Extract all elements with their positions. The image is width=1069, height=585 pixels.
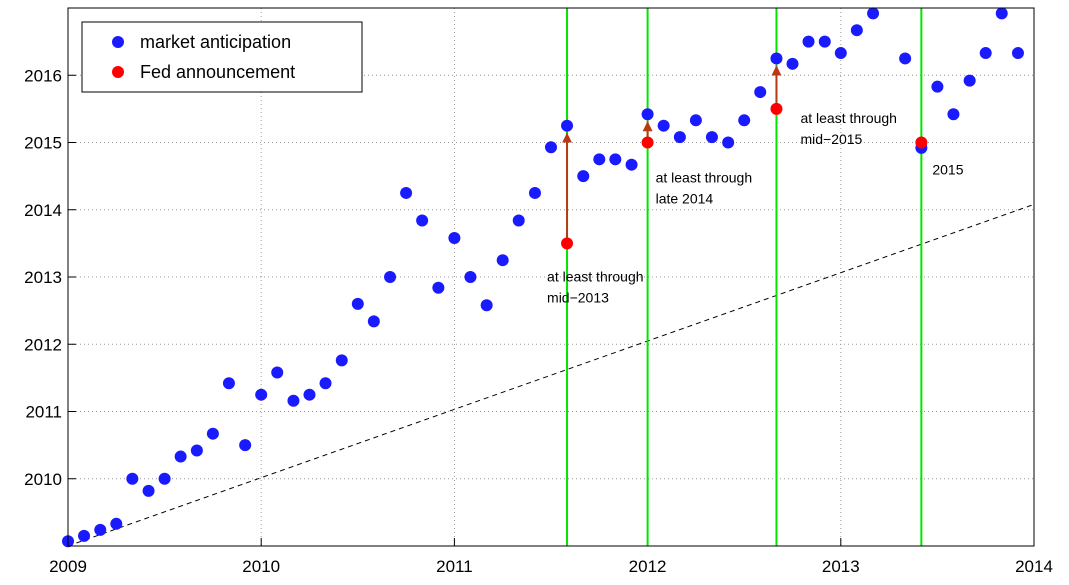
annotation: mid−2013	[547, 289, 609, 305]
market-point	[802, 35, 815, 48]
market-point	[367, 315, 380, 328]
annotation: at least through	[800, 110, 897, 126]
legend-marker	[112, 36, 124, 48]
market-point	[158, 472, 171, 485]
market-point	[689, 114, 702, 127]
fed-point	[561, 237, 574, 250]
x-tick-label: 2014	[1015, 557, 1053, 576]
fed-point	[915, 136, 928, 149]
market-point	[754, 86, 767, 99]
x-tick-label: 2011	[436, 557, 473, 576]
market-point	[722, 136, 735, 149]
market-point	[335, 354, 348, 367]
x-tick-label: 2010	[242, 557, 280, 576]
market-point	[496, 254, 509, 267]
market-point	[641, 108, 654, 121]
reference-line	[67, 203, 1035, 547]
market-point	[432, 281, 445, 294]
y-tick-label: 2013	[24, 268, 62, 287]
fed-point	[770, 102, 783, 115]
market-point	[931, 80, 944, 93]
market-point	[867, 7, 880, 20]
legend-label: Fed announcement	[140, 62, 295, 82]
market-point	[850, 24, 863, 37]
market-point	[995, 7, 1008, 20]
market-point	[110, 517, 123, 530]
market-point	[818, 35, 831, 48]
market-point	[94, 523, 107, 536]
market-point	[545, 141, 557, 154]
y-tick-label: 2010	[24, 470, 62, 489]
fed-point	[641, 136, 654, 149]
market-point	[464, 271, 477, 283]
annotation: at least through	[547, 268, 644, 284]
market-point	[142, 484, 155, 497]
market-point	[303, 388, 316, 401]
market-point	[963, 74, 976, 87]
market-point	[577, 170, 590, 183]
market-point	[190, 444, 203, 457]
market-point	[78, 529, 91, 542]
x-tick-label: 2009	[49, 557, 87, 576]
market-point	[625, 158, 638, 171]
market-point	[416, 214, 429, 227]
market-point	[126, 472, 139, 485]
market-point	[255, 388, 268, 401]
annotation: 2015	[932, 162, 963, 178]
y-tick-label: 2011	[25, 403, 62, 422]
market-point	[834, 47, 847, 60]
market-point	[239, 439, 252, 452]
market-point	[480, 299, 493, 312]
market-point	[657, 119, 670, 132]
market-point	[384, 271, 397, 283]
market-point	[738, 114, 751, 127]
market-point	[528, 186, 541, 199]
market-point	[1011, 47, 1024, 60]
x-tick-label: 2013	[822, 557, 860, 576]
annotation: late 2014	[656, 191, 714, 207]
market-point	[786, 57, 799, 70]
market-point	[319, 377, 332, 390]
market-point	[770, 52, 783, 65]
market-point	[351, 297, 364, 310]
market-point	[673, 131, 686, 144]
y-tick-label: 2015	[24, 134, 62, 153]
market-point	[593, 153, 606, 166]
market-point	[899, 52, 912, 65]
market-point	[947, 108, 960, 121]
market-point	[705, 131, 718, 144]
x-tick-label: 2012	[629, 557, 667, 576]
legend-label: market anticipation	[140, 32, 291, 52]
market-point	[512, 214, 525, 227]
market-point	[979, 47, 992, 60]
annotation: at least through	[656, 170, 753, 186]
market-point	[448, 231, 461, 244]
y-tick-label: 2012	[24, 335, 62, 354]
market-point	[271, 366, 284, 379]
market-point	[287, 394, 300, 407]
market-point	[561, 119, 574, 132]
market-point	[174, 450, 187, 463]
market-point	[206, 427, 219, 440]
annotation: mid−2015	[800, 131, 862, 147]
legend-marker	[112, 66, 124, 78]
market-point	[222, 377, 235, 390]
legend-box	[81, 21, 363, 93]
plot-frame	[67, 7, 1035, 547]
y-tick-label: 2014	[24, 201, 62, 220]
market-point	[400, 186, 413, 199]
y-tick-label: 2016	[24, 66, 62, 85]
market-point	[609, 153, 622, 166]
